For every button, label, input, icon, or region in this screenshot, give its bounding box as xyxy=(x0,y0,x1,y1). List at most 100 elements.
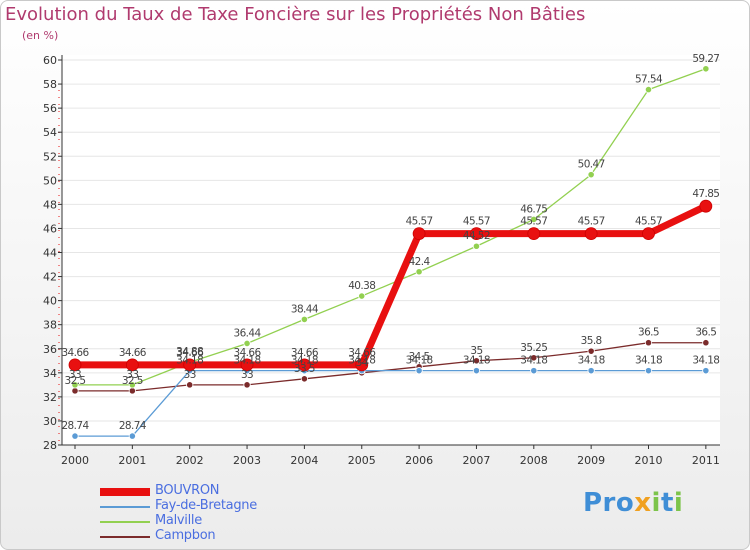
data-point-bouvron xyxy=(527,227,541,241)
data-label-bouvron: 45.57 xyxy=(578,216,605,228)
legend: BOUVRON Fay-de-Bretagne Malville Campbon xyxy=(100,483,360,544)
data-point-fay-de-bretagne xyxy=(644,367,653,375)
data-point-bouvron xyxy=(584,227,598,241)
y-tick-label: 30 xyxy=(43,415,57,428)
y-tick-label: 54 xyxy=(43,126,57,139)
data-point-bouvron xyxy=(470,227,483,241)
legend-swatch-fay-de-bretagne xyxy=(100,506,150,508)
data-label-malville: 46.75 xyxy=(520,203,547,215)
data-label-campbon: 34.5 xyxy=(409,351,430,363)
data-label-malville: 50.47 xyxy=(578,159,605,171)
y-tick-label: 48 xyxy=(43,198,57,211)
data-label-bouvron: 45.57 xyxy=(406,216,433,228)
y-tick-label: 60 xyxy=(43,54,57,67)
data-label-fay-de-bretagne: 34.18 xyxy=(291,355,318,367)
legend-item-fay-de-bretagne: Fay-de-Bretagne xyxy=(100,498,360,514)
data-point-malville xyxy=(644,85,653,94)
data-point-fay-de-bretagne xyxy=(702,367,710,375)
legend-item-malville: Malville xyxy=(100,513,360,529)
data-label-bouvron: 34.66 xyxy=(348,347,376,359)
x-tick-label: 2010 xyxy=(635,454,663,467)
data-point-bouvron xyxy=(642,227,655,241)
data-label-fay-de-bretagne: 34.18 xyxy=(234,355,261,367)
data-label-fay-de-bretagne: 34.18 xyxy=(635,355,662,367)
data-point-campbon xyxy=(186,381,194,389)
x-tick-label: 2005 xyxy=(348,454,376,467)
y-tick-label: 58 xyxy=(43,78,57,91)
y-tick-label: 42 xyxy=(43,271,57,284)
data-point-malville xyxy=(243,339,251,348)
data-point-malville xyxy=(358,292,366,300)
x-tick-label: 2011 xyxy=(692,454,720,467)
data-point-campbon xyxy=(587,347,595,355)
data-point-campbon xyxy=(300,375,308,383)
y-tick-label: 28 xyxy=(43,439,57,452)
legend-swatch-campbon xyxy=(100,536,150,538)
data-label-campbon: 35 xyxy=(470,345,482,357)
series-line-fay-de-bretagne xyxy=(75,369,706,437)
data-point-bouvron xyxy=(125,358,139,372)
data-label-campbon: 35.25 xyxy=(520,342,547,354)
data-label-bouvron: 45.57 xyxy=(635,216,662,228)
y-tick-label: 36 xyxy=(43,343,57,356)
data-point-fay-de-bretagne xyxy=(415,367,423,375)
data-point-fay-de-bretagne xyxy=(128,432,136,440)
x-tick-label: 2009 xyxy=(577,454,605,467)
data-point-campbon xyxy=(702,339,710,347)
data-label-malville: 38.44 xyxy=(291,303,319,315)
data-label-fay-de-bretagne: 34.18 xyxy=(692,355,719,367)
data-label-fay-de-bretagne: 34.18 xyxy=(176,355,203,367)
data-label-bouvron: 34.66 xyxy=(176,347,204,359)
x-tick-label: 2008 xyxy=(520,454,548,467)
data-label-malville: 34.88 xyxy=(176,346,203,358)
data-point-campbon xyxy=(530,354,538,362)
data-label-malville: 40.38 xyxy=(348,280,375,292)
data-point-fay-de-bretagne xyxy=(71,432,79,440)
data-point-fay-de-bretagne xyxy=(530,367,538,375)
legend-swatch-bouvron xyxy=(100,488,150,496)
data-label-campbon: 33 xyxy=(241,369,253,381)
data-point-malville xyxy=(71,381,79,389)
data-point-bouvron xyxy=(183,358,197,372)
logo-text: Proxiti xyxy=(583,488,684,518)
data-label-campbon: 36.5 xyxy=(638,327,659,339)
x-tick-label: 2006 xyxy=(405,454,433,467)
y-tick-label: 52 xyxy=(43,150,57,163)
y-tick-label: 46 xyxy=(43,222,57,235)
data-point-campbon xyxy=(243,381,251,389)
data-label-bouvron: 45.57 xyxy=(520,216,547,228)
x-tick-label: 2004 xyxy=(290,454,318,467)
data-label-malville: 59.27 xyxy=(692,53,719,65)
data-point-campbon xyxy=(644,339,653,347)
data-label-malville: 36.44 xyxy=(234,327,262,339)
data-label-fay-de-bretagne: 28.74 xyxy=(119,420,147,432)
y-tick-label: 56 xyxy=(43,102,57,115)
legend-swatch-malville xyxy=(100,521,150,523)
y-tick-label: 40 xyxy=(43,295,57,308)
legend-item-bouvron: BOUVRON xyxy=(100,483,360,499)
data-label-bouvron: 34.66 xyxy=(119,347,147,359)
data-point-bouvron xyxy=(240,358,254,372)
data-label-fay-de-bretagne: 34.18 xyxy=(520,355,547,367)
y-tick-label: 38 xyxy=(43,319,57,332)
data-label-malville: 33 xyxy=(69,369,81,381)
data-label-bouvron: 34.66 xyxy=(291,347,319,359)
data-point-campbon xyxy=(128,387,136,395)
data-label-bouvron: 47.85 xyxy=(692,188,719,200)
data-label-fay-de-bretagne: 34.18 xyxy=(463,355,490,367)
data-point-campbon xyxy=(71,387,79,395)
data-label-malville: 57.54 xyxy=(635,74,663,86)
data-point-campbon xyxy=(472,357,481,365)
y-tick-label: 50 xyxy=(43,174,57,187)
data-point-malville xyxy=(128,381,136,389)
data-label-bouvron: 34.66 xyxy=(234,347,262,359)
data-label-campbon: 36.5 xyxy=(695,327,716,339)
data-point-malville xyxy=(415,268,423,276)
data-label-fay-de-bretagne: 34.18 xyxy=(578,355,605,367)
data-point-bouvron xyxy=(297,358,311,372)
proxiti-logo[interactable]: Proxiti xyxy=(583,488,683,518)
data-point-malville xyxy=(587,171,595,179)
data-point-malville xyxy=(472,242,481,250)
legend-item-campbon: Campbon xyxy=(100,528,360,544)
